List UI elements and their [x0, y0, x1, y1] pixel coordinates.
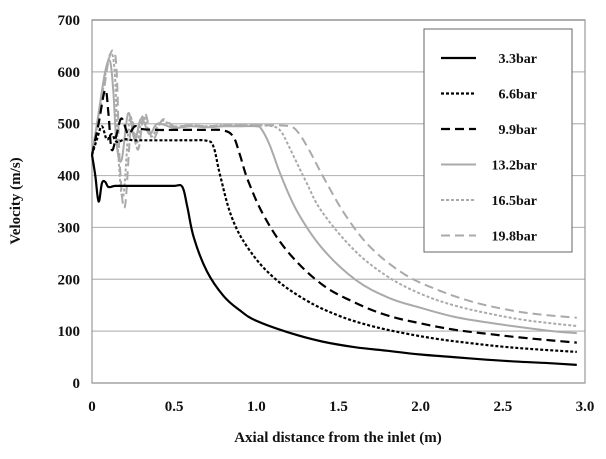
y-tick-label: 600 — [58, 65, 81, 81]
y-tick-labels: 0 100 200 300 400 500 600 700 — [58, 13, 81, 392]
series-line-16.5bar — [91, 52, 577, 327]
legend-label: 16.5bar — [492, 194, 538, 209]
legend-items: 3.3bar 6.6bar 9.9bar 13.2bar 16.5bar 19.8bar — [441, 52, 537, 245]
x-tick-label: 1.5 — [329, 399, 348, 415]
y-tick-label: 500 — [58, 117, 81, 133]
series-line-6.6bar — [90, 125, 577, 353]
y-tick-label: 0 — [73, 376, 81, 392]
legend: 3.3bar 6.6bar 9.9bar 13.2bar 16.5bar 19.8bar — [423, 28, 573, 253]
series-line-9.9bar — [90, 88, 577, 344]
x-tick-label: 0 — [88, 399, 96, 415]
x-tick-label: 2.5 — [493, 399, 512, 415]
x-tick-label: 3.0 — [576, 399, 595, 415]
legend-label: 3.3bar — [499, 52, 538, 67]
legend-label: 6.6bar — [499, 88, 538, 103]
x-tick-labels: 0 0.5 1.0 1.5 2.0 2.5 3.0 — [88, 399, 594, 415]
legend-label: 19.8bar — [492, 230, 538, 245]
series-line-3.3bar — [90, 154, 577, 366]
legend-label: 9.9bar — [499, 123, 538, 138]
y-tick-label: 200 — [58, 272, 81, 288]
x-tick-label: 0.5 — [165, 399, 184, 415]
x-tick-label: 2.0 — [411, 399, 430, 415]
series-line-19.8bar — [91, 49, 577, 319]
plot-area-frame — [91, 19, 586, 384]
y-tick-label: 400 — [58, 169, 81, 185]
x-tick-label: 1.0 — [247, 399, 266, 415]
x-axis-title: Axial distance from the inlet (m) — [234, 430, 442, 446]
y-tick-label: 300 — [58, 220, 81, 236]
legend-label: 13.2bar — [492, 159, 538, 174]
y-axis-title: Velocity (m/s) — [8, 157, 24, 244]
y-tick-label: 700 — [58, 13, 81, 29]
series-layer — [90, 49, 577, 366]
legend-box — [423, 28, 573, 253]
y-tick-label: 100 — [58, 324, 81, 340]
